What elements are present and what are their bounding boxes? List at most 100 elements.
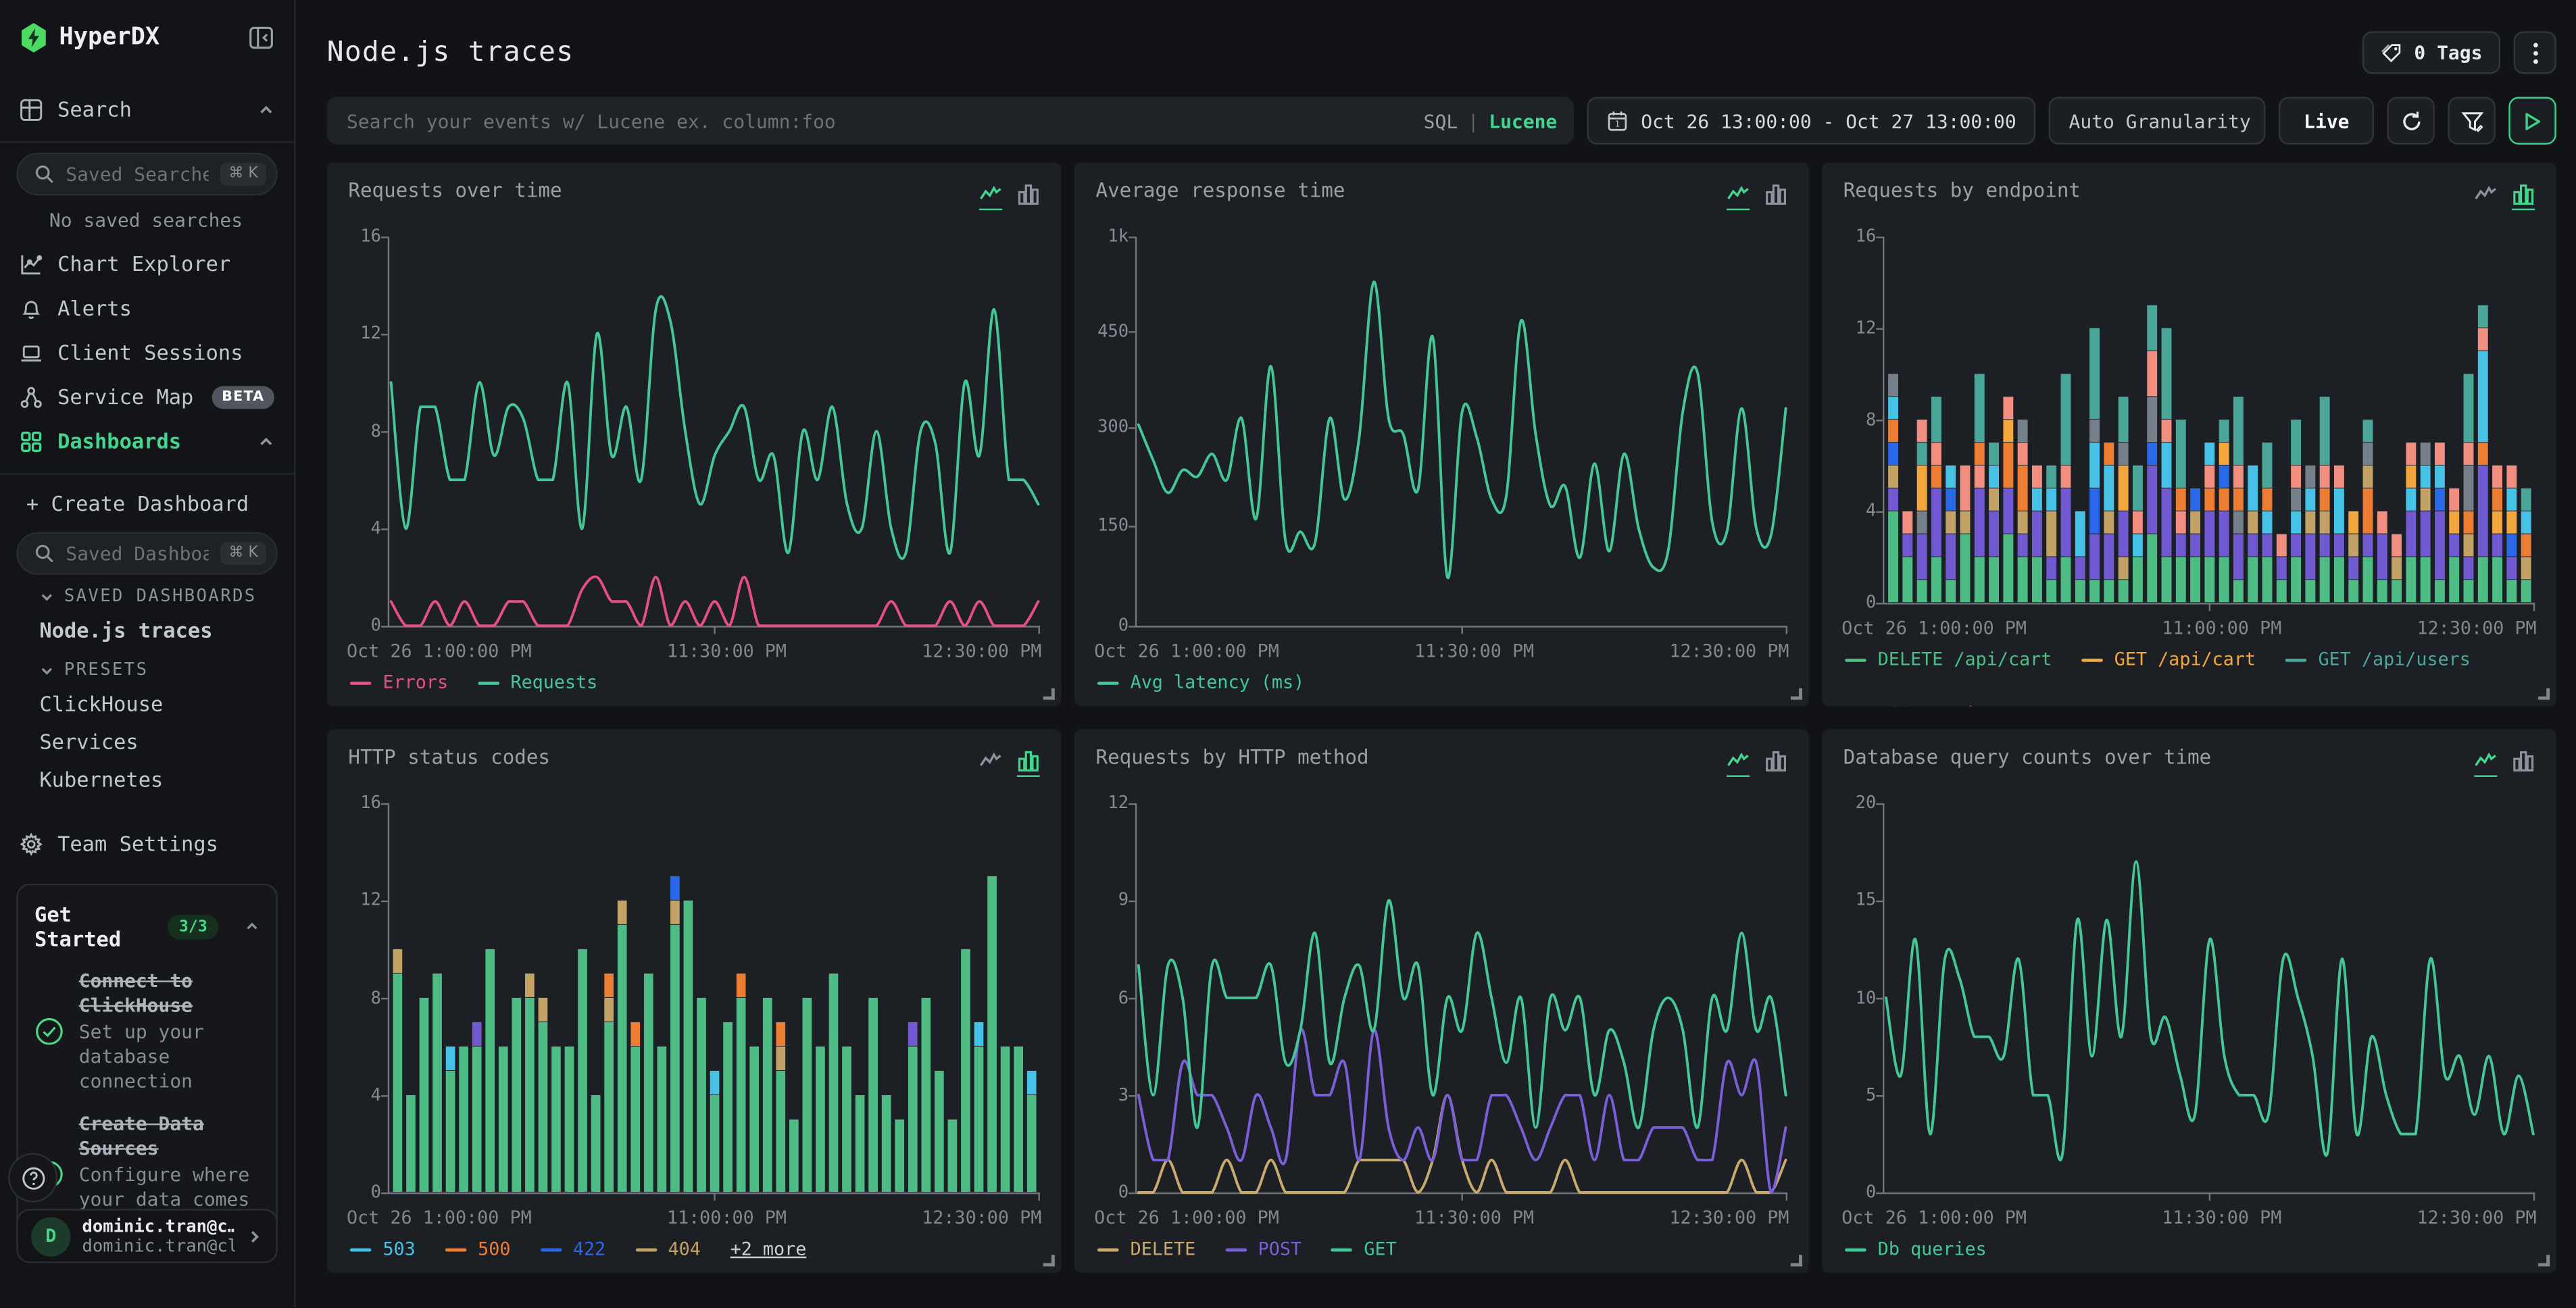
page-title: Node.js traces (326, 36, 574, 70)
line-chart-icon[interactable] (2474, 182, 2497, 205)
help-button[interactable] (8, 1153, 58, 1203)
bar-chart-icon[interactable] (1764, 182, 1787, 205)
x-tick-label: Oct 26 1:00:00 PM (1094, 640, 1279, 662)
panel-resize-handle[interactable] (2538, 1255, 2550, 1267)
panel-resize-handle[interactable] (1790, 1255, 1802, 1267)
line-chart-icon[interactable] (1727, 182, 1750, 211)
sidebar-item-search[interactable]: Search (0, 87, 294, 132)
x-axis-labels: Oct 26 1:00:00 PM 11:30:00 PM 12:30:00 PM (1841, 1207, 2536, 1229)
sidebar-item-team-settings[interactable]: Team Settings (0, 822, 294, 866)
chart-panel-requests-over-time[interactable]: Requests over time 16 12 8 4 0 Oct 26 1:00:00 … (326, 162, 1062, 707)
granularity-select[interactable]: Auto Granularity (2049, 97, 2267, 145)
line-chart-icon[interactable] (979, 182, 1002, 211)
panel-resize-handle[interactable] (1790, 688, 1802, 700)
dashboard-link-nodejs-traces[interactable]: Node.js traces (39, 618, 213, 643)
filter-button[interactable] (2448, 97, 2496, 145)
line-chart-icon[interactable] (2474, 749, 2498, 777)
chart-plot-area[interactable] (1125, 803, 1789, 1203)
sidebar-collapse-icon[interactable] (248, 24, 274, 51)
gear-icon (20, 832, 43, 855)
chart-plot-area[interactable] (1873, 803, 2536, 1203)
date-range-picker[interactable]: 1 Oct 26 13:00:00 - Oct 27 13:00:00 (1587, 97, 2036, 145)
legend-item[interactable]: 503 (349, 1237, 416, 1261)
legend-item[interactable]: POST /api/users (1845, 701, 2041, 707)
legend-item[interactable]: 404 (635, 1237, 701, 1261)
lucene-toggle[interactable]: Lucene (1489, 109, 1558, 132)
date-range-value: Oct 26 13:00:00 - Oct 27 13:00:00 (1641, 109, 2016, 132)
sql-toggle[interactable]: SQL (1423, 109, 1458, 132)
legend-item[interactable]: POST (1225, 1237, 1302, 1261)
legend-item[interactable]: Db queries (1845, 1237, 1987, 1261)
line-chart-icon[interactable] (1727, 749, 1750, 777)
saved-dashboards-section[interactable]: SAVED DASHBOARDS (0, 575, 294, 611)
user-menu[interactable]: D dominic.tran@c… dominic.tran@cli… (16, 1209, 278, 1263)
dashboard-grid: Requests over time 16 12 8 4 0 Oct 26 1:00:00 … (326, 162, 2556, 1274)
y-tick-label: 8 (1865, 409, 1877, 430)
legend-item[interactable]: Avg latency (ms) (1097, 670, 1304, 695)
legend-item[interactable]: Requests (477, 670, 597, 695)
chart-panel-database-query-counts[interactable]: Database query counts over time 20 15 10 5 0 O… (1822, 729, 2556, 1274)
dashboard-menu-button[interactable] (2513, 31, 2556, 74)
legend-item[interactable]: GET /api/cart (2081, 647, 2256, 672)
search-icon (35, 545, 53, 563)
chart-panel-http-status-codes[interactable]: HTTP status codes 16 12 8 4 0 Oct 26 1:00:00 P… (326, 729, 1062, 1274)
get-started-item[interactable]: Connect to ClickHouse Set up your databa… (34, 969, 259, 1093)
sidebar-item-client-sessions[interactable]: Client Sessions (0, 330, 294, 375)
chart-plot-area[interactable] (1873, 236, 2536, 613)
legend-item[interactable]: GET /api/users (2285, 647, 2471, 672)
x-tick-label: Oct 26 1:00:00 PM (1841, 1207, 2027, 1229)
x-tick-label: 12:30:00 PM (922, 1207, 1042, 1229)
calendar-icon: 1 (1608, 111, 1627, 131)
legend-more-link[interactable]: +2 more (730, 1238, 807, 1260)
legend-more-link[interactable]: +7 more (2071, 701, 2147, 707)
line-chart-icon[interactable] (979, 749, 1002, 772)
main-content: Node.js traces 0 Tags SQL | Lucene (296, 0, 2576, 1307)
chart-panel-requests-by-endpoint[interactable]: Requests by endpoint 16 12 8 4 0 Oct 26 1:00:0… (1822, 162, 2556, 707)
legend-item[interactable]: DELETE (1097, 1237, 1195, 1261)
sidebar-item-service-map[interactable]: Service Map BETA (0, 374, 294, 419)
legend-item[interactable]: GET (1331, 1237, 1397, 1261)
tags-button[interactable]: 0 Tags (2363, 31, 2501, 74)
preset-kubernetes[interactable]: Kubernetes (39, 767, 164, 792)
chevron-up-icon (260, 436, 272, 445)
bar-chart-icon[interactable] (1017, 182, 1040, 205)
panel-resize-handle[interactable] (2538, 688, 2550, 700)
panel-resize-handle[interactable] (1043, 1255, 1055, 1267)
sidebar-item-dashboards[interactable]: Dashboards (0, 419, 294, 463)
chart-panel-requests-by-http-method[interactable]: Requests by HTTP method 12 9 6 3 0 Oct 26 1:00… (1074, 729, 1809, 1274)
check-circle-icon (36, 1017, 63, 1045)
create-dashboard-button[interactable]: + Create Dashboard (26, 490, 249, 516)
bar-chart-icon[interactable] (2512, 749, 2535, 772)
chart-plot-area[interactable] (378, 803, 1041, 1203)
chart-plot-area[interactable] (1125, 236, 1789, 636)
saved-searches-input[interactable]: Saved Searches ⌘ K (16, 153, 278, 196)
panel-resize-handle[interactable] (1043, 688, 1055, 700)
legend-swatch (1845, 1247, 1866, 1251)
saved-dashboards-input[interactable]: Saved Dashboards ⌘ K (16, 532, 278, 575)
chart-panel-average-response-time[interactable]: Average response time 1k 450 300 150 0 Oct 26 … (1074, 162, 1809, 707)
sidebar-item-label: Service Map (57, 384, 194, 409)
event-search-input[interactable] (343, 107, 1411, 134)
live-button[interactable]: Live (2279, 97, 2374, 145)
legend-item[interactable]: Errors (349, 670, 448, 695)
chart-plot-area[interactable] (378, 236, 1041, 636)
bar-chart-icon[interactable] (1764, 749, 1787, 772)
run-query-button[interactable] (2508, 97, 2556, 145)
bar-chart-icon[interactable] (2512, 182, 2535, 211)
y-tick-label: 0 (1865, 593, 1877, 613)
bar-chart-icon[interactable] (1016, 749, 1040, 777)
refresh-button[interactable] (2387, 97, 2435, 145)
legend-item[interactable]: DELETE /api/cart (1845, 647, 2052, 672)
sidebar-item-chart-explorer[interactable]: Chart Explorer (0, 241, 294, 286)
query-language-toggle[interactable]: SQL | Lucene (1424, 109, 1558, 132)
event-search-bar[interactable]: SQL | Lucene (326, 97, 1574, 145)
legend-item[interactable]: 422 (540, 1237, 605, 1261)
chevron-up-icon[interactable] (245, 918, 259, 934)
presets-section[interactable]: PRESETS (0, 649, 294, 684)
sidebar-item-alerts[interactable]: Alerts (0, 286, 294, 330)
preset-services[interactable]: Services (39, 729, 139, 754)
legend-item[interactable]: 500 (445, 1237, 510, 1261)
preset-clickhouse[interactable]: ClickHouse (39, 691, 164, 716)
chart-explorer-icon (20, 252, 43, 275)
